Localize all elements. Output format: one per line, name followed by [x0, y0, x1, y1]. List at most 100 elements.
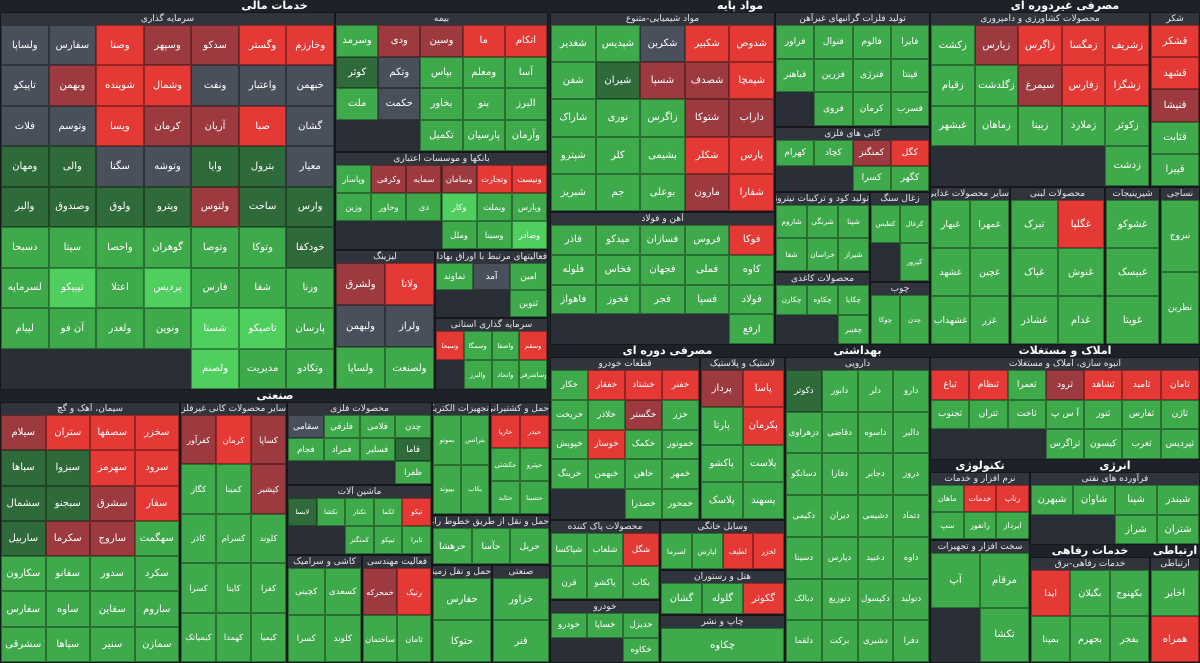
stock-tile[interactable]: ونوین [143, 308, 192, 349]
stock-tile[interactable]: پارسان [286, 308, 334, 349]
stock-tile[interactable]: کلوند [251, 513, 286, 564]
stock-tile[interactable]: کسرا [852, 165, 891, 191]
stock-tile[interactable]: دسانکو [786, 453, 822, 496]
stock-tile[interactable]: سفانو [45, 556, 90, 592]
stock-tile[interactable]: ثامان [1160, 370, 1199, 400]
stock-tile[interactable]: شدوص [729, 25, 774, 63]
stock-tile[interactable]: فوکا [729, 225, 774, 255]
stock-tile[interactable]: سشرقی [1, 626, 46, 662]
stock-tile[interactable]: وسین [420, 25, 463, 57]
stock-tile[interactable]: زاگرس [1018, 25, 1062, 66]
stock-tile[interactable]: لسرمایه [1, 267, 49, 309]
stock-tile[interactable]: وپاسار [336, 165, 372, 193]
stock-tile[interactable]: ما [462, 25, 505, 57]
stock-tile[interactable]: فنرژی [852, 58, 891, 93]
stock-tile[interactable]: دروز [893, 453, 929, 496]
stock-tile[interactable]: کیمیا [251, 612, 286, 662]
stock-tile[interactable]: وخاور [371, 193, 407, 221]
stock-tile[interactable]: خریخت [551, 399, 588, 430]
stock-tile[interactable]: دیران [821, 495, 858, 537]
stock-tile[interactable]: قشکر [1151, 25, 1199, 58]
stock-tile[interactable]: دابور [821, 370, 858, 412]
stock-tile[interactable]: کلوند [324, 615, 361, 662]
stock-tile[interactable]: پارس [729, 136, 774, 174]
stock-tile[interactable]: ثعمرا [1007, 370, 1046, 400]
stock-tile[interactable]: چدن [395, 415, 431, 438]
stock-tile[interactable]: سرود [134, 450, 179, 486]
stock-tile[interactable]: کیسون [1084, 429, 1123, 459]
stock-tile[interactable]: تکشا [980, 607, 1029, 662]
stock-tile[interactable]: خبهمن [286, 65, 334, 106]
stock-tile[interactable]: حسینا [520, 481, 549, 514]
stock-tile[interactable]: فنوال [814, 25, 853, 59]
stock-tile[interactable]: شپنا [1115, 485, 1157, 515]
stock-tile[interactable]: فمراد [323, 438, 360, 461]
stock-tile[interactable]: شفا [238, 267, 287, 309]
stock-tile[interactable]: ساروج [90, 520, 135, 557]
stock-tile[interactable]: بپاس [420, 56, 463, 88]
stock-tile[interactable]: ولغدر [96, 308, 144, 349]
stock-tile[interactable]: واعتبار [238, 65, 287, 106]
stock-tile[interactable]: دکیمی [786, 495, 822, 537]
stock-tile[interactable]: شاراک [551, 99, 596, 137]
stock-tile[interactable]: کمنگنز [852, 140, 891, 166]
stock-tile[interactable]: معیار [286, 146, 334, 187]
stock-tile[interactable]: ورنا [286, 267, 334, 309]
stock-tile[interactable]: فملی [684, 254, 730, 285]
stock-tile[interactable]: تیپیکو [48, 267, 97, 309]
stock-tile[interactable]: بفجر [1109, 616, 1149, 662]
stock-tile[interactable]: قاما [395, 438, 431, 461]
stock-tile[interactable]: ولشرق [336, 263, 385, 305]
stock-tile[interactable]: پکرمان [742, 407, 784, 445]
stock-tile[interactable]: ثاخت [1007, 399, 1046, 430]
stock-tile[interactable]: کفرآور [181, 415, 216, 465]
stock-tile[interactable]: حکمت [378, 88, 421, 120]
stock-tile[interactable]: آ س پ [1045, 399, 1085, 430]
stock-tile[interactable]: دالبر [893, 411, 929, 454]
stock-tile[interactable]: تیپکو [373, 526, 403, 554]
stock-tile[interactable]: کسرام [216, 513, 251, 564]
stock-tile[interactable]: سبزوا [45, 450, 90, 486]
stock-tile[interactable]: چکاپا [838, 285, 869, 315]
stock-tile[interactable]: ودی [378, 25, 421, 57]
stock-tile[interactable]: ولتوس [191, 186, 239, 228]
stock-tile[interactable]: خلاذر [588, 399, 625, 430]
stock-tile[interactable]: نطرین [1161, 272, 1199, 344]
stock-tile[interactable]: میدکو [595, 225, 641, 255]
stock-tile[interactable]: ولوق [96, 186, 144, 228]
stock-tile[interactable]: بجهرم [1070, 616, 1110, 662]
stock-tile[interactable]: شاروم [776, 205, 807, 238]
stock-tile[interactable]: ایدا [1031, 570, 1071, 616]
stock-tile[interactable]: سیلام [1, 415, 46, 451]
stock-tile[interactable]: خمهر [662, 459, 699, 490]
stock-tile[interactable]: غدام [1057, 296, 1104, 344]
stock-tile[interactable]: غبیسک [1106, 248, 1159, 296]
stock-tile[interactable]: ساروم [134, 591, 179, 627]
stock-tile[interactable]: زشگزا [1105, 65, 1149, 106]
stock-tile[interactable]: کمنگنز [345, 526, 374, 554]
stock-tile[interactable]: زفارس [1061, 65, 1106, 106]
stock-tile[interactable]: اخابر [1151, 570, 1199, 616]
stock-tile[interactable]: خبهمن [588, 459, 625, 490]
stock-tile[interactable]: وکار [441, 193, 477, 221]
stock-tile[interactable]: شوینده [96, 65, 144, 106]
stock-tile[interactable]: سباها [1, 450, 46, 486]
stock-tile[interactable]: زقیام [931, 65, 975, 106]
stock-tile[interactable]: وصنا [96, 25, 144, 66]
stock-tile[interactable]: فلزفی [323, 415, 360, 438]
stock-tile[interactable]: ثپردیس [1160, 429, 1199, 459]
stock-tile[interactable]: کیمیاتک [181, 612, 216, 662]
stock-tile[interactable]: وآرمان [504, 119, 547, 151]
stock-tile[interactable]: سقاین [90, 591, 135, 627]
stock-tile[interactable]: فلات [1, 105, 49, 147]
stock-tile[interactable]: سهرمز [90, 450, 135, 486]
stock-tile[interactable]: دسبحا [1, 227, 49, 268]
stock-tile[interactable]: حتاید [491, 481, 520, 514]
stock-tile[interactable]: فاهواز [551, 284, 596, 315]
stock-tile[interactable]: وتکادو [286, 348, 334, 389]
stock-tile[interactable]: تکشا [316, 498, 346, 526]
stock-tile[interactable]: غشهد [931, 248, 970, 296]
stock-tile[interactable]: کسرا [181, 563, 216, 613]
stock-tile[interactable]: شپمچا [729, 62, 774, 100]
stock-tile[interactable]: صبا [238, 105, 287, 147]
